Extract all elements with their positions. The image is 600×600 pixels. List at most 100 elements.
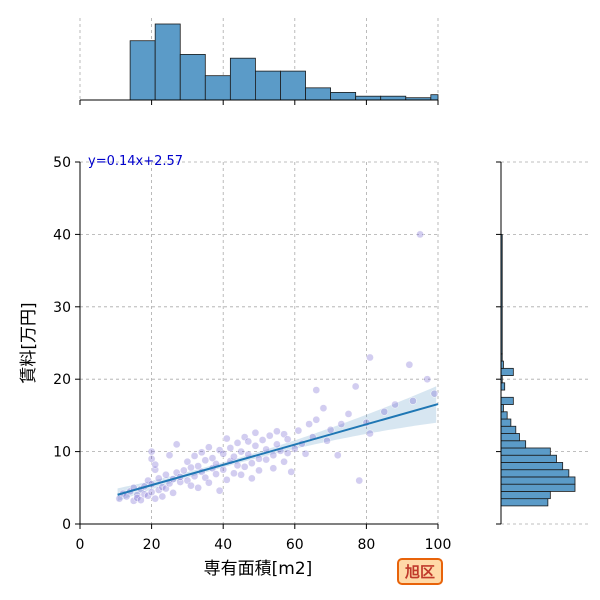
scatter-point xyxy=(423,375,432,384)
scatter-point xyxy=(219,465,228,474)
right-hist-bar xyxy=(500,440,527,449)
scatter-point xyxy=(147,447,156,456)
right-hist-bar xyxy=(500,433,520,442)
scatter-points xyxy=(115,230,439,505)
scatter-point xyxy=(294,426,303,435)
scatter-point xyxy=(333,451,342,460)
top-hist-bar xyxy=(154,23,181,101)
scatter-point xyxy=(230,452,238,461)
scatter-point xyxy=(319,404,328,413)
scatter-point xyxy=(323,436,331,445)
y-tick-label: 30 xyxy=(53,300,71,316)
scatter-point xyxy=(273,440,281,449)
scatter-point xyxy=(287,468,296,476)
scatter-point xyxy=(219,449,228,458)
scatter-point xyxy=(151,460,160,469)
scatter-point xyxy=(391,400,399,409)
top-hist-bar xyxy=(355,95,382,101)
scatter-point xyxy=(255,466,263,475)
x-axis-label: 専有面積[m2] xyxy=(204,559,313,579)
scatter-point xyxy=(194,462,202,470)
scatter-point xyxy=(269,451,278,460)
top-hist-bar xyxy=(229,57,256,101)
scatter-point xyxy=(162,470,170,479)
x-tick-label: 0 xyxy=(76,537,85,553)
y-tick-label: 20 xyxy=(53,372,71,388)
scatter-point xyxy=(405,360,414,369)
scatter-point xyxy=(366,353,374,362)
scatter-point xyxy=(222,475,231,484)
right-hist-bar xyxy=(500,476,576,485)
scatter-point xyxy=(183,457,192,466)
top-hist-bar xyxy=(204,75,231,101)
right-hist-bar xyxy=(500,491,551,500)
scatter-point xyxy=(233,461,242,470)
top-hist-bar xyxy=(330,92,357,101)
right-hist-bar xyxy=(500,367,514,376)
scatter-point xyxy=(179,466,188,475)
top-hist-bar xyxy=(280,70,306,101)
right-hist-bar xyxy=(500,469,570,478)
scatter-point xyxy=(154,474,163,483)
scatter-point xyxy=(409,397,417,405)
x-tick-label: 60 xyxy=(286,537,304,553)
scatter-point xyxy=(208,454,217,462)
scatter-point xyxy=(244,437,253,446)
right-hist-bar xyxy=(500,396,514,405)
scatter-point xyxy=(237,470,245,479)
top-hist-bar xyxy=(129,40,156,101)
scatter-point xyxy=(172,440,181,449)
top-hist-bar xyxy=(430,94,439,101)
regression-line xyxy=(117,403,439,496)
scatter-point xyxy=(201,456,210,465)
scatter-point xyxy=(283,435,292,444)
scatter-point xyxy=(197,448,206,457)
scatter-point xyxy=(205,443,213,452)
scatter-point xyxy=(258,436,267,444)
axes xyxy=(75,99,502,529)
x-tick-label: 40 xyxy=(214,537,232,553)
scatter-point xyxy=(312,415,321,424)
scatter-point xyxy=(194,483,202,492)
scatter-point xyxy=(133,494,142,502)
ward-label: 旭区 xyxy=(404,563,435,581)
right-hist-bar xyxy=(500,454,557,463)
scatter-point xyxy=(247,459,256,468)
scatter-point xyxy=(240,462,249,471)
scatter-point xyxy=(151,494,160,503)
scatter-point xyxy=(233,439,242,447)
ward-badge: 旭区 xyxy=(397,558,443,585)
scatter-point xyxy=(158,492,167,501)
scatter-point xyxy=(305,420,313,428)
top-hist-bar xyxy=(305,87,332,101)
y-tick-label: 0 xyxy=(62,517,71,533)
scatter-point xyxy=(366,429,374,438)
scatter-point xyxy=(212,470,220,478)
scatter-point xyxy=(251,441,260,450)
top-hist-bar xyxy=(255,70,281,101)
scatter-point xyxy=(147,488,156,496)
right-hist-bar xyxy=(500,418,512,427)
scatter-point xyxy=(280,457,288,466)
scatter-point xyxy=(230,469,238,478)
scatter-point xyxy=(273,427,281,436)
scatter-point xyxy=(326,426,335,434)
top-hist-bar xyxy=(380,95,407,101)
tick-labels: 0 20 40 60 80 100 0 10 20 30 40 50 xyxy=(53,155,451,553)
y-axis-label: 賃料[万円] xyxy=(19,302,39,383)
scatter-point xyxy=(355,476,364,485)
scatter-point xyxy=(222,434,231,443)
scatter-point xyxy=(265,431,274,440)
right-hist-bar xyxy=(500,483,576,492)
scatter-point xyxy=(344,410,353,418)
scatter-point xyxy=(190,452,199,460)
ward-badge-box xyxy=(397,558,443,585)
scatter-point xyxy=(251,428,260,437)
right-hist-bar xyxy=(500,425,517,434)
scatter-point xyxy=(187,481,195,490)
scatter-point xyxy=(237,447,245,456)
scatter-point xyxy=(226,444,235,452)
right-hist-bar xyxy=(500,447,551,456)
scatter-point xyxy=(351,382,360,391)
